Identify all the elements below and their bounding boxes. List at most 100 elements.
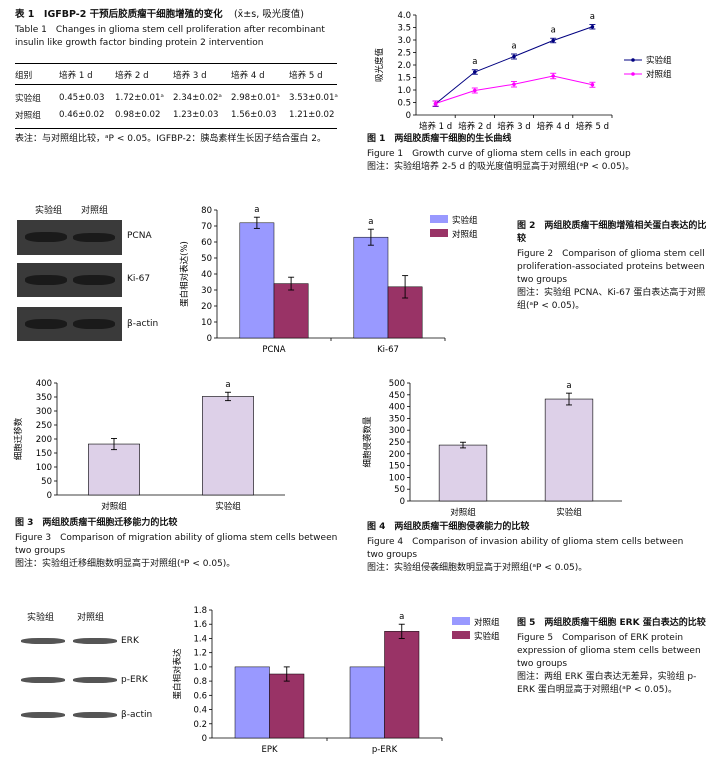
y-tick-label: 1.4 (193, 634, 207, 644)
y-tick-label: 70 (201, 222, 212, 232)
x-tick-label: 培养 3 d (497, 121, 530, 132)
legend-label: 实验组 (646, 55, 672, 66)
table-cell: 1.23±0.03 (173, 109, 219, 120)
y-tick-label: 0.5 (397, 99, 411, 109)
y-axis-title: 细胞迁移数 (13, 417, 24, 460)
figure-5-blot: 实验组 对照组 ERK p-ERK β-actin (15, 612, 185, 727)
table-1: 表 1 IGFBP-2 干预后胶质瘤干细胞增殖的变化 (x̄±s, 吸光度值) … (15, 9, 345, 50)
x-tick-label: 培养 1 d (419, 121, 452, 132)
figure-2-chart: 0 10 20 30 40 50 60 70 80 蛋白相对表达(%) PCNA a Ki-67 a 实验组… (179, 205, 478, 355)
bar (438, 444, 488, 502)
bar (269, 673, 305, 739)
y-tick-label: 4.0 (397, 11, 411, 21)
x-tick-label: EPK (261, 745, 277, 755)
series-line (435, 26, 593, 105)
x-tick-label: 培养 2 d (458, 121, 491, 132)
y-tick-label: 50 (201, 254, 212, 264)
figure-2-caption-cn: 图 2 两组胶质瘤干细胞增殖相关蛋白表达的比较 (517, 221, 707, 244)
figure-1-caption-cn: 图 1 两组胶质瘤干细胞的生长曲线 (367, 134, 512, 144)
table-cell: 1.21±0.02 (289, 109, 335, 120)
x-tick-label: 对照组 (101, 501, 127, 512)
y-tick-label: 150 (389, 462, 405, 472)
y-tick-label: 50 (41, 477, 52, 487)
table-header-cell: 组别 (15, 70, 33, 81)
y-tick-label: 30 (201, 286, 212, 296)
y-tick-label: 350 (36, 393, 52, 403)
y-tick-label: 1.8 (193, 606, 207, 616)
blot-band (73, 677, 117, 683)
table-1-title: 表 1 IGFBP-2 干预后胶质瘤干细胞增殖的变化 (x̄±s, 吸光度值) (15, 9, 345, 21)
table-header-cell: 培养 3 d (173, 70, 207, 81)
table-cell: 0.45±0.03 (59, 92, 105, 103)
significance-label: a (399, 612, 404, 622)
figure-3-note: 图注：实验组迁移细胞数明显高于对照组(ᵃP < 0.05)。 (15, 559, 236, 569)
x-tick-label: p-ERK (372, 745, 398, 755)
figure-5-chart: 0 0.2 0.4 0.6 0.8 1.0 1.2 1.4 1.6 1.8 蛋白相对表达 EPK p-E… (172, 606, 500, 755)
figure-1-note: 图注：实验组培养 2-5 d 的吸光度值明显高于对照组(ᵃP < 0.05)。 (367, 162, 635, 172)
y-tick-label: 0 (406, 111, 411, 121)
table-header-cell: 培养 4 d (231, 70, 265, 81)
y-tick-label: 50 (394, 485, 405, 495)
x-tick-label: 培养 5 d (576, 121, 609, 132)
figure-2-note: 图注：实验组 PCNA、Ki-67 蛋白表达高于对照组(ᵃP < 0.05)。 (517, 288, 706, 311)
data-point (590, 24, 595, 29)
table-cell: 2.98±0.01ᵃ (231, 92, 280, 103)
data-point (433, 101, 438, 106)
y-tick-label: 350 (389, 414, 405, 424)
legend-label: 实验组 (452, 215, 478, 226)
figure-4-caption: 图 4 两组胶质瘤干细胞侵袭能力的比较 Figure 4 Comparison … (367, 521, 697, 575)
bar (202, 396, 254, 496)
significance-label: a (590, 12, 595, 22)
legend-label: 对照组 (452, 229, 478, 240)
table-header-cell: 培养 1 d (59, 70, 93, 81)
y-tick-label: 20 (201, 302, 212, 312)
figure-2-blot: 实验组 对照组 PCNA Ki-67 β-actin (15, 200, 185, 345)
figure-4-note: 图注：实验组侵袭细胞数明显高于对照组(ᵃP < 0.05)。 (367, 563, 588, 573)
blot-row-label: ERK (121, 636, 139, 646)
bar (349, 666, 385, 739)
y-tick-label: 0 (47, 491, 52, 501)
table-1-title-unit: (x̄±s, 吸光度值) (233, 9, 304, 20)
y-tick-label: 450 (389, 391, 405, 401)
legend-label: 对照组 (646, 69, 672, 80)
blot-image-ki67 (17, 263, 122, 297)
figure-5-caption: 图 5 两组胶质瘤干细胞 ERK 蛋白表达的比较 Figure 5 Compar… (517, 617, 707, 697)
table-header-cell: 培养 2 d (115, 70, 149, 81)
figure-1-caption-en: Figure 1 Growth curve of glioma stem cel… (367, 149, 631, 159)
legend-label: 对照组 (474, 617, 500, 628)
figure-4-caption-cn: 图 4 两组胶质瘤干细胞侵袭能力的比较 (367, 522, 530, 532)
blot-band (73, 638, 117, 644)
x-tick-label: 对照组 (450, 507, 476, 518)
bar (384, 631, 420, 739)
table-bottom-rule (15, 128, 337, 129)
y-tick-label: 0.6 (193, 691, 207, 701)
figure-4-chart: 050100150200250300350400450500细胞侵袭数量对照组实… (362, 379, 622, 518)
y-tick-label: 3.5 (397, 24, 411, 34)
blot-lane-label: 实验组 (35, 206, 63, 216)
figure-3-caption-en: Figure 3 Comparison of migration ability… (15, 533, 338, 556)
bar (234, 666, 270, 739)
y-tick-label: 400 (36, 379, 52, 389)
legend-label: 实验组 (474, 631, 500, 642)
table-mid-rule (15, 84, 337, 85)
legend-swatch (452, 617, 470, 625)
y-tick-label: 40 (201, 270, 212, 280)
table-top-rule (15, 63, 337, 64)
y-tick-label: 0.4 (193, 706, 207, 716)
y-tick-label: 1.5 (397, 74, 411, 84)
blot-row-label: β-actin (121, 710, 153, 720)
blot-image-beta-actin (17, 307, 122, 341)
y-tick-label: 200 (389, 450, 405, 460)
x-tick-label: PCNA (262, 345, 285, 355)
blot-lane-label: 实验组 (27, 613, 55, 623)
y-tick-label: 10 (201, 318, 212, 328)
y-axis-title: 细胞侵袭数量 (362, 416, 373, 468)
blot-band (21, 677, 65, 683)
table-cell: 1.72±0.01ᵃ (115, 92, 164, 103)
bar (544, 398, 594, 502)
significance-label: a (368, 217, 373, 227)
table-header-row: 组别 培养 1 d 培养 2 d 培养 3 d 培养 4 d 培养 5 d (15, 66, 339, 83)
y-axis-title: 蛋白相对表达(%) (179, 241, 190, 307)
y-tick-label: 0 (207, 334, 212, 344)
y-tick-label: 250 (36, 421, 52, 431)
